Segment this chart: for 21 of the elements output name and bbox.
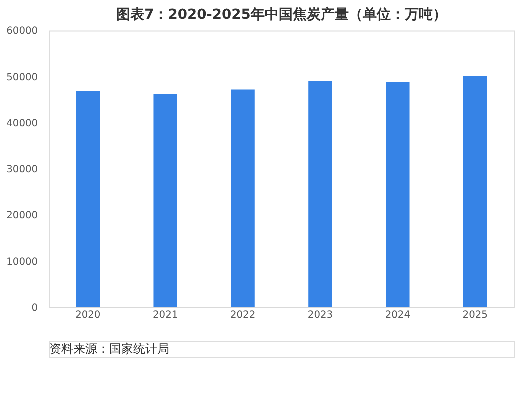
y-tick-label: 0 [32, 303, 38, 314]
bar [231, 90, 255, 308]
y-tick-label: 10000 [6, 256, 38, 268]
x-tick-label: 2024 [385, 310, 410, 321]
bar [386, 82, 410, 308]
bar [463, 76, 488, 308]
text: 资料来源：国家统计局 [49, 342, 170, 356]
x-tick-label: 2020 [76, 310, 101, 321]
y-tick-label: 20000 [6, 210, 38, 222]
y-tick-label: 40000 [6, 118, 38, 130]
x-tick-label: 2022 [230, 310, 256, 321]
bar [76, 91, 100, 308]
y-tick-label: 30000 [6, 164, 38, 176]
y-tick-label: 50000 [6, 72, 38, 84]
chart-title: 图表7：2020-2025年中国焦炭产量（单位：万吨） [116, 6, 447, 23]
bar [308, 82, 332, 308]
y-tick-label: 60000 [6, 26, 38, 38]
x-tick-label: 2021 [153, 310, 178, 321]
bar [154, 94, 178, 308]
x-tick-label: 2025 [462, 310, 488, 321]
x-tick-label: 2023 [308, 310, 334, 321]
